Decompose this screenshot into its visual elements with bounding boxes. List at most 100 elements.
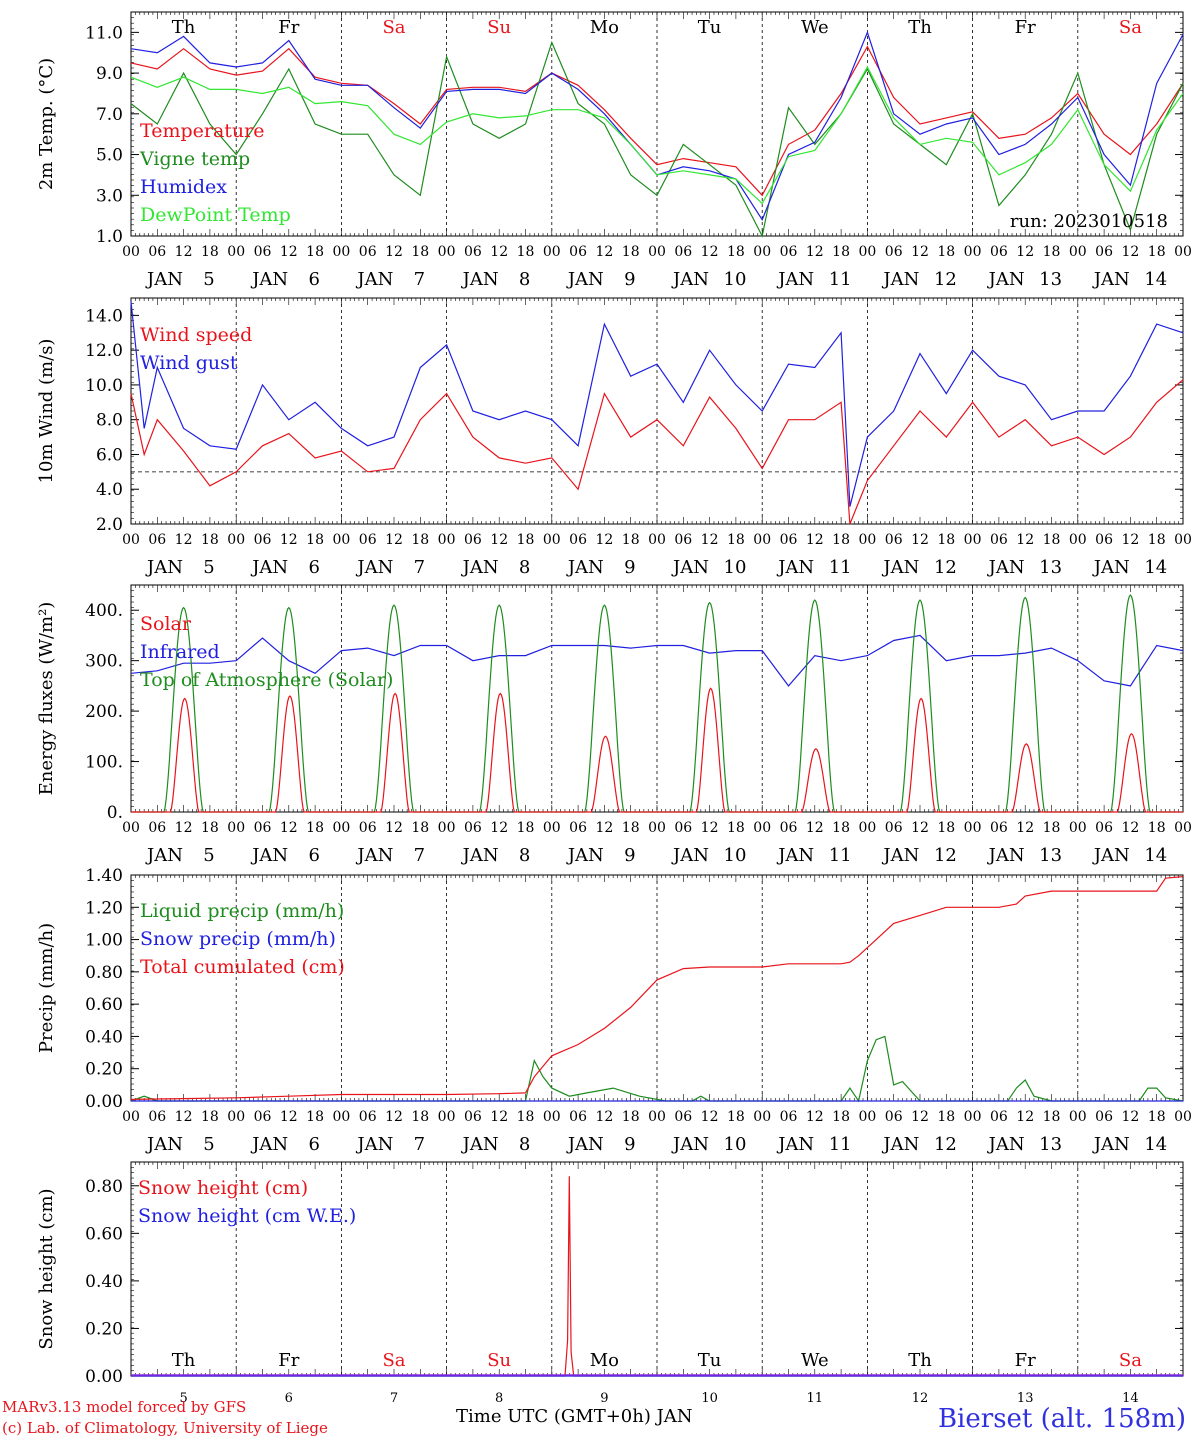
snow-day-name: Mo xyxy=(590,1350,619,1371)
wind-y-tick-label: 2.0 xyxy=(96,515,123,535)
temp-hour-label: 06 xyxy=(1095,244,1113,260)
precip-month-label: JAN xyxy=(145,1134,183,1155)
precip-hour-label: 00 xyxy=(753,1109,771,1125)
precip-hour-label: 06 xyxy=(359,1109,377,1125)
temp-month-label: JAN xyxy=(776,269,814,290)
wind-hour-label: 06 xyxy=(569,532,587,548)
energy-series-line xyxy=(130,634,1184,687)
energy-hour-label: 00 xyxy=(964,820,982,836)
temp-hour-label: 00 xyxy=(438,244,456,260)
temp-hour-label: 18 xyxy=(1148,244,1166,260)
precip-hour-label: 00 xyxy=(122,1109,140,1125)
x-axis-title: Time UTC (GMT+0h) JAN xyxy=(456,1406,693,1427)
wind-legend-entry: Wind gust xyxy=(140,352,238,374)
wind-hour-label: 12 xyxy=(1016,532,1034,548)
precip-month-label: JAN xyxy=(671,1134,709,1155)
energy-hour-label: 06 xyxy=(780,820,798,836)
wind-hour-label: 12 xyxy=(701,532,719,548)
energy-hour-label: 06 xyxy=(990,820,1008,836)
snow-day-name: Th xyxy=(172,1350,196,1371)
temp-month-label: JAN xyxy=(566,269,604,290)
wind-series-line xyxy=(130,379,1184,525)
precip-hour-label: 18 xyxy=(727,1109,745,1125)
temp-hour-label: 18 xyxy=(517,244,535,260)
energy-legend-entry: Infrared xyxy=(140,641,220,663)
precip-date-label: 8 xyxy=(519,1134,530,1155)
energy-date-label: 9 xyxy=(624,845,635,866)
energy-hour-label: 06 xyxy=(674,820,692,836)
wind-hour-label: 12 xyxy=(1121,532,1139,548)
temp-hour-label: 18 xyxy=(201,244,219,260)
energy-month-label: JAN xyxy=(881,845,919,866)
precip-hour-label: 00 xyxy=(964,1109,982,1125)
wind-hour-label: 18 xyxy=(727,532,745,548)
energy-month-label: JAN xyxy=(566,845,604,866)
precip-hour-label: 18 xyxy=(937,1109,955,1125)
snow-y-tick-label: 0.00 xyxy=(85,1367,123,1387)
temp-date-label: 13 xyxy=(1039,269,1062,290)
energy-date-label: 7 xyxy=(414,845,425,866)
energy-hour-label: 06 xyxy=(569,820,587,836)
precip-date-label: 7 xyxy=(414,1134,425,1155)
wind-date-label: 10 xyxy=(724,557,747,578)
snow-y-tick-label: 0.20 xyxy=(85,1319,123,1339)
wind-hour-label: 12 xyxy=(280,532,298,548)
precip-hour-label: 18 xyxy=(832,1109,850,1125)
temp-y-tick-label: 9.0 xyxy=(96,64,123,84)
snow-date-label: 14 xyxy=(1122,1391,1139,1406)
precip-hour-label: 18 xyxy=(411,1109,429,1125)
temp-hour-label: 12 xyxy=(806,244,824,260)
temp-hour-label: 18 xyxy=(832,244,850,260)
temp-month-label: JAN xyxy=(461,269,499,290)
snow-day-name: Tu xyxy=(698,1350,722,1371)
snow-date-label: 12 xyxy=(912,1391,929,1406)
precip-legend-entry: Liquid precip (mm/h) xyxy=(140,900,344,922)
energy-hour-label: 18 xyxy=(1148,820,1166,836)
precip-hour-label: 06 xyxy=(569,1109,587,1125)
energy-hour-label: 00 xyxy=(227,820,245,836)
wind-date-label: 7 xyxy=(414,557,425,578)
precip-hour-label: 06 xyxy=(254,1109,272,1125)
wind-hour-label: 18 xyxy=(937,532,955,548)
energy-hour-label: 12 xyxy=(701,820,719,836)
precip-hour-label: 18 xyxy=(201,1109,219,1125)
precip-month-label: JAN xyxy=(461,1134,499,1155)
energy-month-label: JAN xyxy=(355,845,393,866)
precip-hour-label: 12 xyxy=(280,1109,298,1125)
temp-hour-label: 00 xyxy=(1174,244,1192,260)
wind-hour-label: 18 xyxy=(832,532,850,548)
temp-month-label: JAN xyxy=(671,269,709,290)
temp-day-name: Fr xyxy=(278,17,299,38)
temp-date-label: 10 xyxy=(724,269,747,290)
temp-hour-label: 18 xyxy=(937,244,955,260)
energy-hour-label: 12 xyxy=(175,820,193,836)
snow-date-label: 11 xyxy=(807,1391,824,1406)
energy-hour-label: 06 xyxy=(254,820,272,836)
precip-panel xyxy=(130,874,1184,1103)
energy-panel xyxy=(130,584,1184,813)
snow-date-label: 8 xyxy=(495,1391,503,1406)
energy-hour-label: 00 xyxy=(1174,820,1192,836)
wind-hour-label: 18 xyxy=(411,532,429,548)
snow-day-name: We xyxy=(801,1350,829,1371)
energy-hour-label: 06 xyxy=(464,820,482,836)
precip-hour-label: 00 xyxy=(227,1109,245,1125)
energy-hour-label: 18 xyxy=(201,820,219,836)
temp-hour-label: 12 xyxy=(1016,244,1034,260)
energy-hour-label: 06 xyxy=(885,820,903,836)
energy-hour-label: 00 xyxy=(648,820,666,836)
lab-credit: (c) Lab. of Climatology, University of L… xyxy=(2,1419,328,1437)
snow-day-name: Fr xyxy=(1015,1350,1036,1371)
energy-hour-label: 12 xyxy=(806,820,824,836)
energy-hour-label: 00 xyxy=(122,820,140,836)
wind-month-label: JAN xyxy=(881,557,919,578)
wind-hour-label: 00 xyxy=(227,532,245,548)
wind-legend-entry: Wind speed xyxy=(140,324,252,346)
temp-hour-label: 06 xyxy=(464,244,482,260)
precip-hour-label: 12 xyxy=(701,1109,719,1125)
energy-month-label: JAN xyxy=(1092,845,1130,866)
temp-month-label: JAN xyxy=(881,269,919,290)
precip-month-label: JAN xyxy=(881,1134,919,1155)
wind-y-axis-label: 10m Wind (m/s) xyxy=(36,339,57,484)
temp-date-label: 8 xyxy=(519,269,530,290)
